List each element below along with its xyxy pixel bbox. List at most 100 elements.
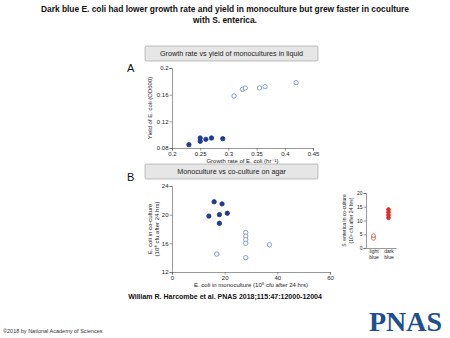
x-tick-mark: [330, 272, 331, 275]
y-axis-line: [364, 194, 367, 249]
plot-area: [372, 208, 391, 241]
y-tick: 16: [162, 241, 172, 247]
y-tick-label: 20: [162, 212, 169, 218]
y-tick: 24: [162, 183, 172, 189]
x-tick: 0.3: [225, 148, 234, 157]
figure: Dark blue E. coli had lower growth rate …: [0, 0, 450, 338]
y-tick: 0.16: [157, 92, 172, 98]
x-axis: 0.2 0.25 0.3 0.35 0.4 0.45: [168, 148, 320, 157]
y-tick: 20: [162, 212, 172, 218]
x-tick: 0.2: [168, 148, 177, 157]
x-axis-label-line: E. coli in monoculture (10⁸ cfu after 24…: [194, 282, 308, 288]
point: [217, 221, 221, 225]
point: [267, 243, 271, 247]
x-tick-label: 0: [171, 275, 175, 281]
y-axis-line: [170, 69, 173, 149]
x-tick-label: 0.25: [195, 151, 207, 157]
x-axis: lightbluedarkblue: [367, 248, 397, 260]
x-tick-label: darkblue: [384, 248, 394, 260]
chart: B Monoculture vs co-culture on agar 12 16 20…: [127, 164, 334, 288]
x-tick: 40: [274, 272, 281, 281]
chart-title: Growth rate vs yield of monocultures in …: [160, 49, 303, 58]
y-tick-label: 0.2: [160, 65, 169, 71]
slide-title-line: with S. enterica.: [192, 15, 257, 25]
slide-title-line: Dark blue E. coli had lower growth rate …: [41, 4, 409, 14]
chart: A Growth rate vs yield of monocultures in…: [127, 46, 320, 164]
x-tick-mark: [277, 272, 278, 275]
title-box: [145, 164, 318, 179]
x-tick: 0: [171, 272, 175, 281]
point: [294, 80, 298, 84]
chart: 05101520lightbluedarkblueS. enterica in …: [341, 190, 397, 259]
x-tick: 60: [327, 272, 334, 281]
y-axis: 0.08 0.12 0.16 0.2: [157, 65, 173, 151]
point: [232, 94, 236, 98]
plot-area: [207, 200, 272, 260]
x-tick-mark: [172, 148, 173, 151]
series: [215, 230, 272, 259]
y-tick: 20: [357, 190, 366, 196]
point: [220, 202, 224, 206]
y-tick-label: 0.08: [157, 145, 169, 151]
x-tick-label: 60: [327, 275, 334, 281]
x-tick-label: 40: [274, 275, 281, 281]
point: [244, 241, 248, 245]
y-tick-mark: [170, 95, 173, 96]
logo: PNAS: [369, 306, 442, 337]
x-tick-mark: [200, 148, 201, 151]
y-tick-label: 0.12: [157, 119, 169, 125]
y-tick: 15: [357, 204, 366, 210]
y-axis-label: Yield of E. coli (OD600): [147, 77, 153, 139]
point: [198, 136, 202, 140]
x-tick-label: 0.45: [308, 151, 320, 157]
y-axis: 05101520: [357, 190, 367, 251]
x-tick: 20: [222, 272, 229, 281]
series: [372, 234, 376, 241]
chart-title: Monoculture vs co-culture on agar: [177, 167, 286, 176]
title-box: [145, 46, 318, 61]
y-axis-label: (10⁸ cfu after 24 hrs): [154, 202, 160, 257]
y-tick: 0.2: [160, 65, 172, 71]
series: [387, 208, 391, 220]
y-tick-label: 0: [360, 245, 363, 251]
y-tick-mark: [364, 234, 367, 235]
x-tick-label: 0.4: [281, 151, 290, 157]
x-axis-line: [173, 273, 331, 275]
y-tick-label: 20: [357, 190, 363, 196]
y-tick-label: 24: [162, 183, 169, 189]
y-tick: 5: [360, 231, 366, 237]
y-tick-mark: [170, 243, 173, 244]
x-tick: 0.35: [251, 148, 263, 157]
plot-area: [187, 80, 299, 146]
point: [244, 255, 248, 259]
y-tick-label: 12: [162, 269, 169, 275]
point: [187, 142, 191, 146]
y-tick-mark: [364, 221, 367, 222]
x-tick-mark: [257, 148, 258, 151]
x-tick: 0.25: [195, 148, 207, 157]
point: [204, 137, 208, 141]
y-tick-mark: [364, 193, 367, 194]
point: [217, 212, 221, 216]
point: [209, 136, 213, 140]
x-axis: 0 20 40 60: [171, 272, 335, 281]
series: [207, 200, 230, 226]
x-tick-mark: [313, 148, 314, 151]
series: [232, 80, 298, 98]
point: [243, 86, 247, 90]
y-axis-line: [170, 187, 173, 273]
y-tick-mark: [170, 148, 173, 149]
x-tick-label: 20: [222, 275, 229, 281]
y-tick-mark: [364, 207, 367, 208]
y-tick-mark: [170, 272, 173, 273]
x-tick-label: 0.2: [168, 151, 177, 157]
citation: William R. Harcombe et al. PNAS 2018;115…: [128, 293, 322, 301]
panel-label: B: [127, 171, 134, 183]
y-tick-mark: [364, 248, 367, 249]
x-axis-line: [173, 149, 314, 151]
x-tick-mark: [225, 272, 226, 275]
y-tick-mark: [170, 215, 173, 216]
x-tick-mark: [228, 148, 229, 151]
point: [215, 252, 219, 256]
panel-label: A: [127, 62, 135, 74]
